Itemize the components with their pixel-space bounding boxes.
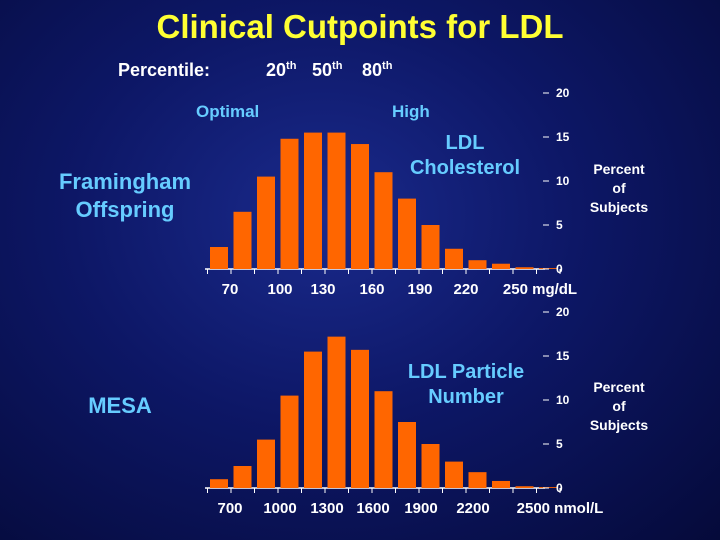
ldl-particle-number-label: LDL Particle Number: [407, 361, 525, 408]
bar: [210, 479, 228, 488]
ldl-cholesterol-label: LDL Cholesterol: [409, 132, 521, 179]
x-tick-label: 1300: [310, 500, 343, 517]
percentile-80: 80th: [362, 60, 393, 80]
bar: [304, 132, 322, 269]
percentile-20: 20th: [266, 60, 297, 80]
bar: [421, 444, 440, 488]
bar: [257, 439, 275, 488]
bar: [210, 247, 228, 269]
bar: [445, 248, 463, 269]
bar: [398, 422, 416, 488]
y-tick-label: 15: [556, 349, 570, 363]
x-tick-label: 2500 nmol/L: [517, 500, 604, 517]
x-tick-label: 700: [217, 500, 242, 517]
x-tick-label: 70: [222, 281, 239, 298]
bar: [327, 336, 346, 488]
bar: [374, 391, 393, 488]
bar: [421, 225, 440, 269]
x-tick-label: 2200: [456, 500, 489, 517]
bar: [398, 198, 416, 269]
bar: [233, 211, 252, 269]
bar: [351, 349, 369, 488]
x-tick-label: 130: [310, 281, 335, 298]
y-tick-label: 0: [556, 262, 563, 276]
y-tick-label: 10: [556, 393, 570, 407]
percentile-label: Percentile:: [118, 60, 211, 80]
x-tick-label: 250 mg/dL: [503, 281, 577, 298]
y-tick-label: 20: [556, 86, 570, 100]
mesa-label: MESA: [88, 393, 152, 418]
bar: [280, 395, 299, 488]
percentile-50: 50th: [312, 60, 343, 80]
optimal-label: Optimal: [196, 102, 260, 121]
bar: [257, 176, 275, 269]
bar: [515, 267, 534, 269]
percent-subjects-label-1: Percent of Subjects: [589, 161, 649, 215]
bar: [445, 461, 463, 488]
y-tick-label: 5: [556, 437, 563, 451]
bar: [492, 263, 510, 269]
bar: [468, 472, 487, 488]
y-tick-label: 10: [556, 174, 570, 188]
x-tick-label: 220: [453, 281, 478, 298]
x-tick-label: 190: [407, 281, 432, 298]
y-tick-label: 15: [556, 130, 570, 144]
y-tick-label: 20: [556, 305, 570, 319]
x-tick-label: 1000: [263, 500, 296, 517]
x-tick-label: 100: [267, 281, 292, 298]
high-label: High: [392, 102, 430, 121]
x-tick-label: 1600: [356, 500, 389, 517]
x-tick-label: 160: [359, 281, 384, 298]
bar: [515, 486, 534, 488]
bar: [468, 260, 487, 269]
bar: [351, 144, 369, 269]
bar: [327, 132, 346, 269]
framingham-label: Framingham Offspring: [58, 169, 192, 222]
bar: [492, 480, 510, 488]
page-title: Clinical Cutpoints for LDL: [156, 8, 564, 45]
bar: [280, 138, 299, 269]
bar: [374, 172, 393, 269]
bar: [233, 466, 252, 488]
bar: [304, 351, 322, 488]
x-tick-label: 1900: [404, 500, 437, 517]
y-tick-label: 5: [556, 218, 563, 232]
y-tick-label: 0: [556, 481, 563, 495]
percent-subjects-label-2: Percent of Subjects: [589, 379, 649, 433]
